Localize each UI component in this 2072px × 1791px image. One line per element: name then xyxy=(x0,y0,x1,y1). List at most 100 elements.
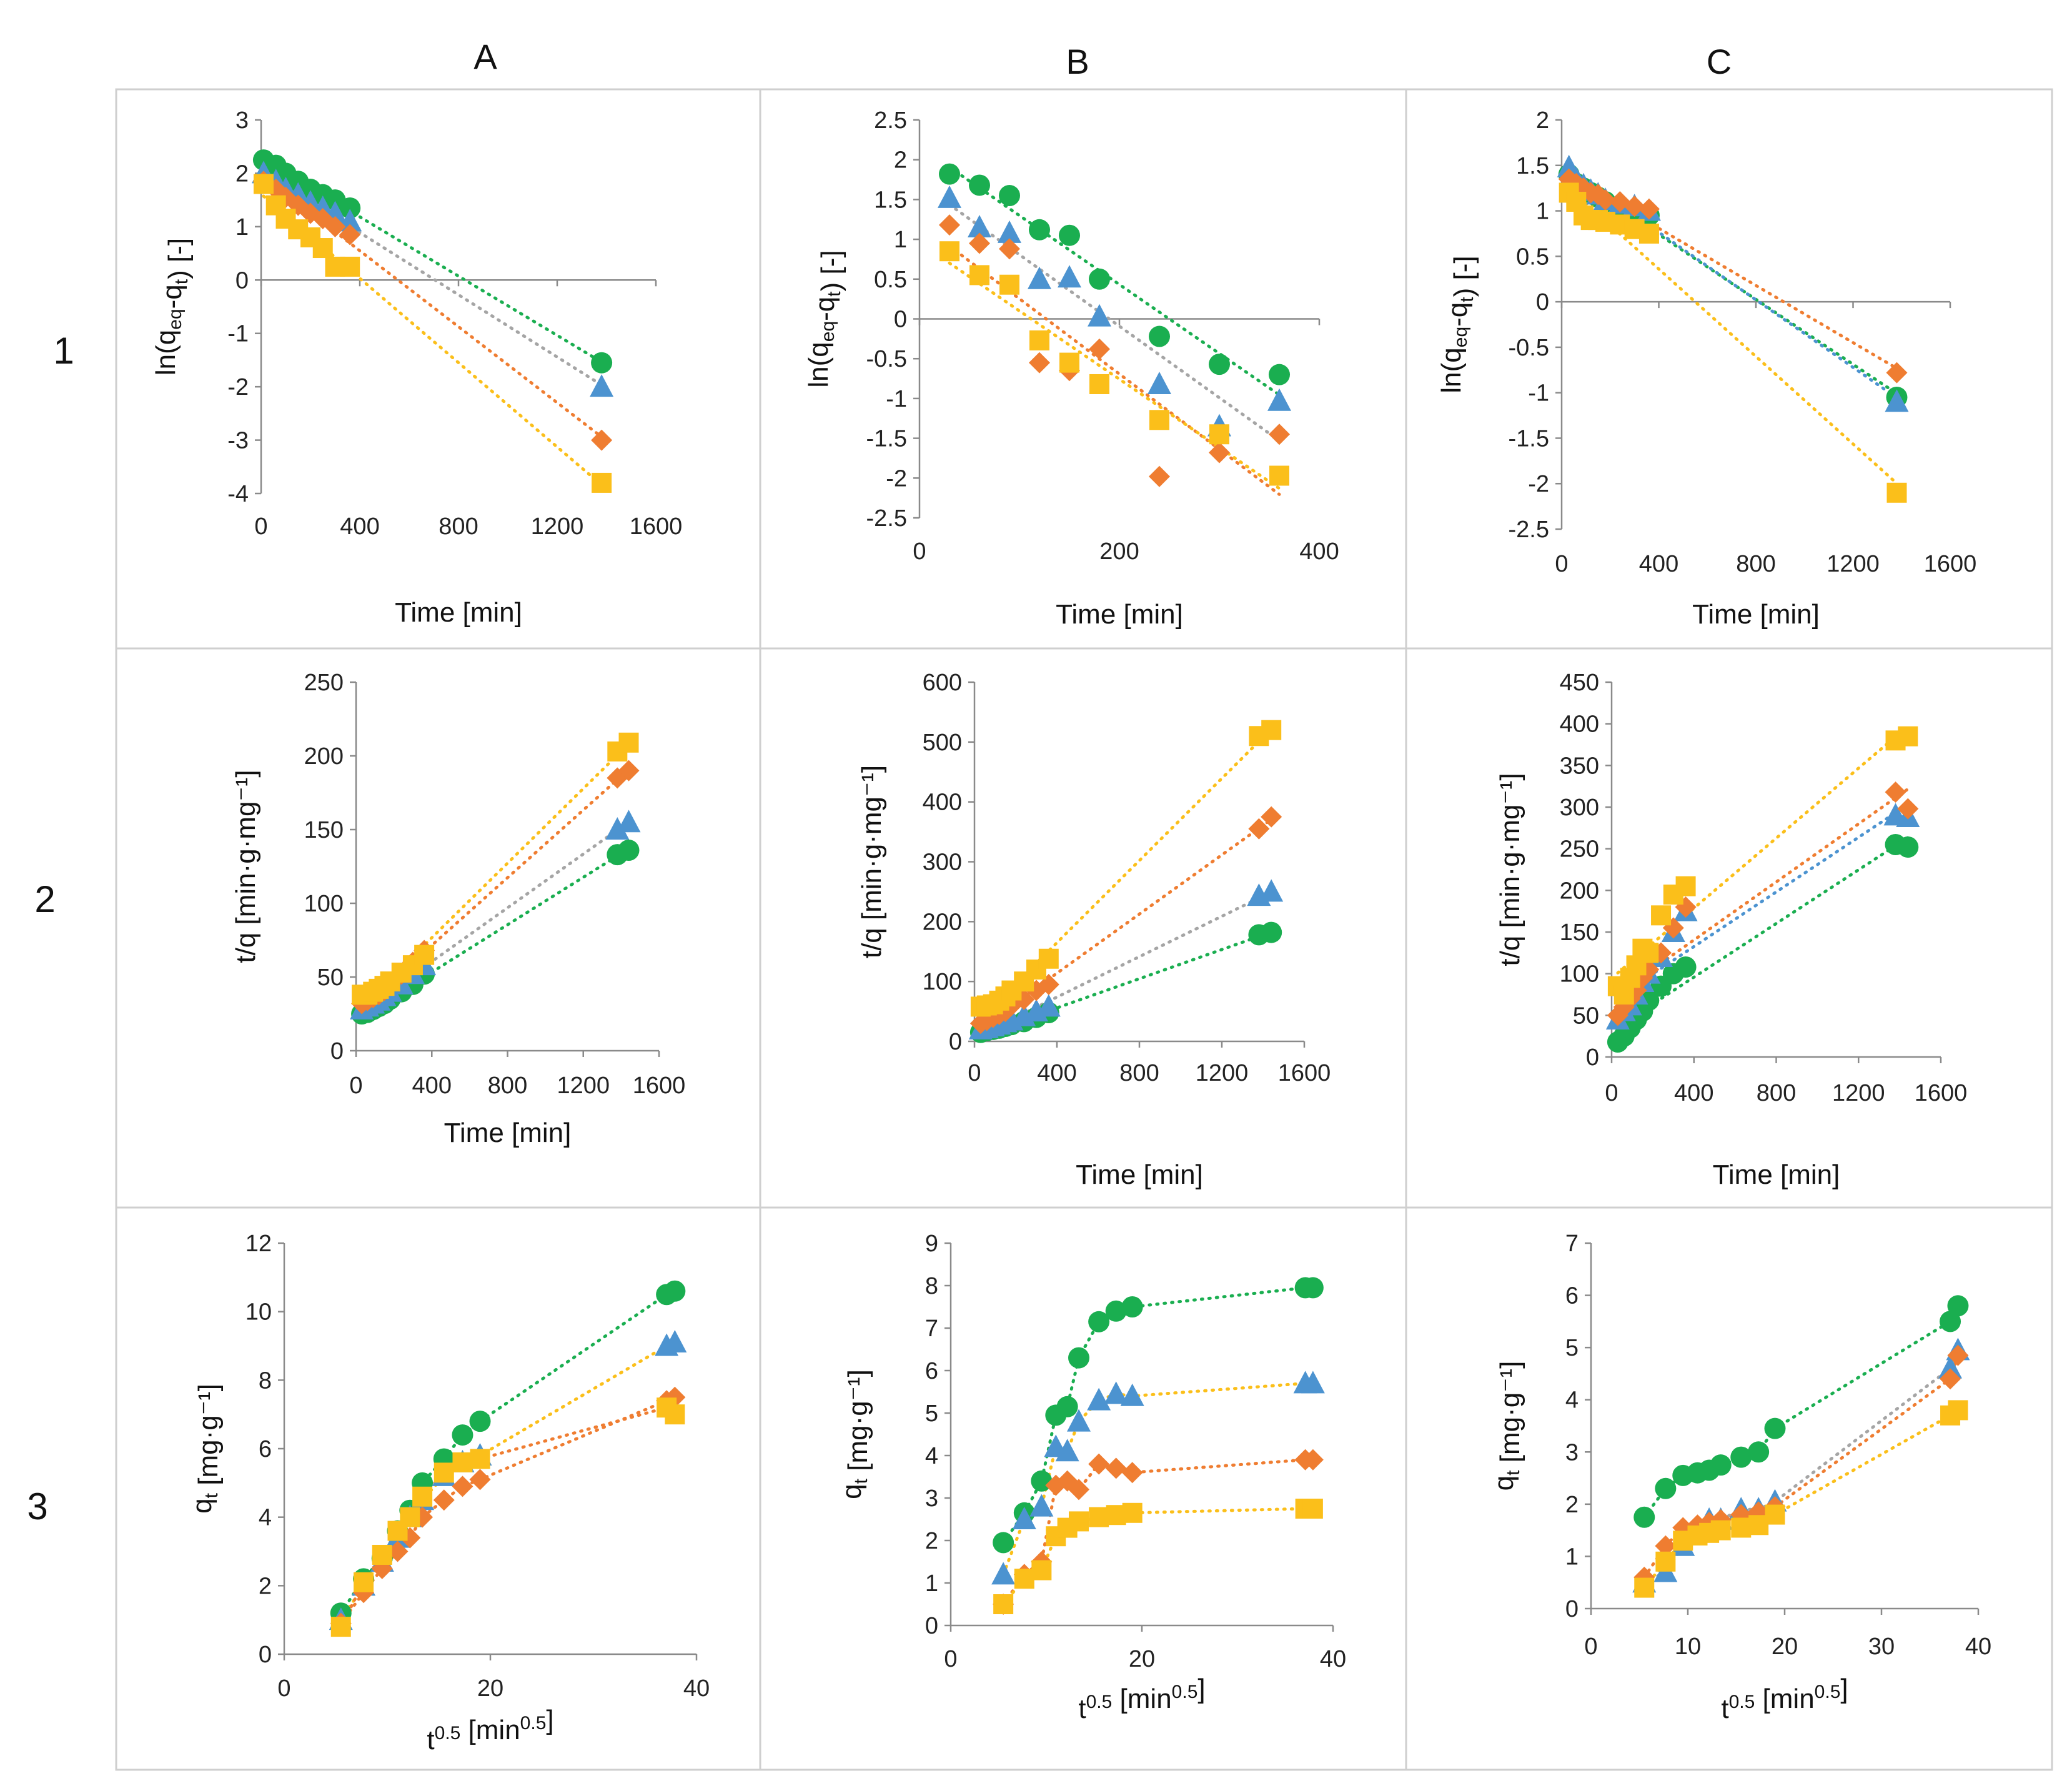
y-tick-label: -1 xyxy=(1528,380,1549,407)
data-point-green xyxy=(1675,956,1697,978)
x-axis-title: t0.5 [min0.5] xyxy=(1078,1674,1205,1724)
y-tick-label: 1 xyxy=(235,214,249,241)
cell-1a xyxy=(115,88,761,650)
y-tick-label: 4 xyxy=(925,1443,938,1469)
data-point-orange xyxy=(452,1476,473,1497)
data-point-yellow xyxy=(412,1486,433,1507)
x-tick-label: 800 xyxy=(1757,1080,1796,1106)
x-tick-label: 800 xyxy=(1119,1060,1159,1086)
data-point-blue xyxy=(1120,1383,1144,1406)
y-tick-label: 2.5 xyxy=(874,107,907,134)
y-tick-label: 3 xyxy=(235,107,249,134)
y-tick-label: 300 xyxy=(1560,795,1599,821)
data-point-yellow xyxy=(1029,330,1049,350)
y-tick-label: -2 xyxy=(227,374,249,400)
x-tick-label: 400 xyxy=(412,1073,452,1099)
data-point-yellow xyxy=(1069,1511,1089,1532)
data-point-yellow xyxy=(1898,726,1918,747)
data-point-yellow xyxy=(1089,1507,1109,1527)
y-tick-label: -0.5 xyxy=(1509,335,1549,361)
y-tick-label: 1.5 xyxy=(874,187,907,213)
y-tick-label: 6 xyxy=(925,1358,938,1384)
data-point-orange xyxy=(1121,1462,1143,1484)
data-point-green xyxy=(1947,1295,1969,1317)
y-tick-label: -3 xyxy=(227,428,249,454)
data-point-orange xyxy=(1947,1344,1969,1366)
trendline-orange xyxy=(339,1396,677,1625)
y-tick-label: 200 xyxy=(1560,878,1599,904)
panel-3b: 0 1 2 3 4 5 6 7 8 9 0 20 40 t0.5 [min0.5] qt [mg·g⁻¹] xyxy=(836,1231,1346,1724)
data-point-orange xyxy=(1623,196,1645,217)
data-point-yellow xyxy=(1638,223,1659,244)
panel-2c: 0 50 100 150 200 250 300 350 400 450 0 400 800 1200 16… xyxy=(1495,670,1967,1190)
y-tick-label: 2 xyxy=(235,161,249,187)
y-tick-label: 6 xyxy=(1565,1283,1579,1309)
y-axis-title: ln(qeq-qt) [-] xyxy=(803,250,846,387)
y-tick-label: 4 xyxy=(259,1505,272,1531)
data-point-yellow xyxy=(1038,948,1059,969)
data-point-yellow xyxy=(400,1507,420,1527)
y-tick-label: 5 xyxy=(925,1401,938,1427)
data-point-blue xyxy=(938,185,961,208)
y-axis-title: qt [mg·g⁻¹] xyxy=(187,1384,224,1514)
data-point-green xyxy=(1748,1441,1770,1463)
data-point-blue xyxy=(1267,388,1291,411)
x-tick-label: 400 xyxy=(340,513,379,540)
data-point-green xyxy=(618,840,640,861)
y-tick-label: 600 xyxy=(923,670,962,696)
trendline-yellow xyxy=(948,261,1281,490)
trendline-orange xyxy=(1001,1458,1315,1606)
data-point-blue xyxy=(1087,1387,1111,1411)
data-point-yellow xyxy=(1269,465,1289,486)
x-tick-label: 0 xyxy=(1584,1634,1597,1660)
cell-3c xyxy=(1405,1206,2053,1771)
y-tick-label: -1.5 xyxy=(1509,425,1549,452)
x-tick-label: 40 xyxy=(1320,1646,1346,1672)
y-tick-label: 0 xyxy=(925,1613,938,1639)
x-tick-label: 10 xyxy=(1675,1634,1701,1660)
y-tick-label: 500 xyxy=(923,730,962,756)
y-tick-label: -1 xyxy=(227,321,249,347)
data-point-yellow xyxy=(1948,1400,1968,1421)
y-tick-label: 1.5 xyxy=(1516,153,1549,179)
trendline-blue xyxy=(948,203,1281,442)
data-point-yellow xyxy=(939,241,959,262)
data-point-green xyxy=(1633,1506,1655,1528)
data-point-blue xyxy=(1067,1409,1091,1432)
y-tick-label: 0 xyxy=(1586,1044,1599,1071)
x-tick-label: 1600 xyxy=(630,513,683,540)
x-tick-label: 1200 xyxy=(531,513,584,540)
data-point-blue xyxy=(1055,1439,1079,1462)
data-point-orange xyxy=(387,1540,409,1562)
data-point-green xyxy=(591,352,613,374)
x-tick-label: 800 xyxy=(439,513,478,540)
data-point-orange xyxy=(999,238,1020,260)
data-point-yellow xyxy=(470,1449,490,1469)
y-tick-label: -2 xyxy=(886,465,907,492)
y-tick-label: 1 xyxy=(925,1570,938,1597)
data-point-yellow xyxy=(1209,424,1229,445)
row-label-2: 2 xyxy=(34,878,55,920)
data-point-yellow xyxy=(993,1594,1014,1614)
data-point-yellow xyxy=(452,1452,473,1472)
y-tick-label: -0.5 xyxy=(866,346,907,372)
data-point-orange xyxy=(1886,362,1908,384)
y-tick-label: 400 xyxy=(923,790,962,816)
data-point-yellow xyxy=(1261,720,1282,740)
data-point-yellow xyxy=(1302,1499,1323,1519)
trendline-blue xyxy=(339,1341,677,1622)
data-point-green xyxy=(1302,1277,1324,1299)
data-point-blue xyxy=(1088,304,1111,327)
data-point-orange xyxy=(1302,1449,1324,1471)
x-tick-label: 0 xyxy=(349,1073,362,1099)
y-axis-title: t/q [min·g·mg⁻¹] xyxy=(856,765,887,958)
y-tick-label: 8 xyxy=(925,1273,938,1299)
trendline-green xyxy=(948,166,1281,397)
y-tick-label: 3 xyxy=(925,1486,938,1512)
data-point-yellow xyxy=(592,472,612,493)
data-point-blue xyxy=(1036,994,1061,1017)
column-label-a: A xyxy=(473,37,497,76)
data-point-orange xyxy=(1248,818,1270,840)
data-point-yellow xyxy=(312,238,333,259)
